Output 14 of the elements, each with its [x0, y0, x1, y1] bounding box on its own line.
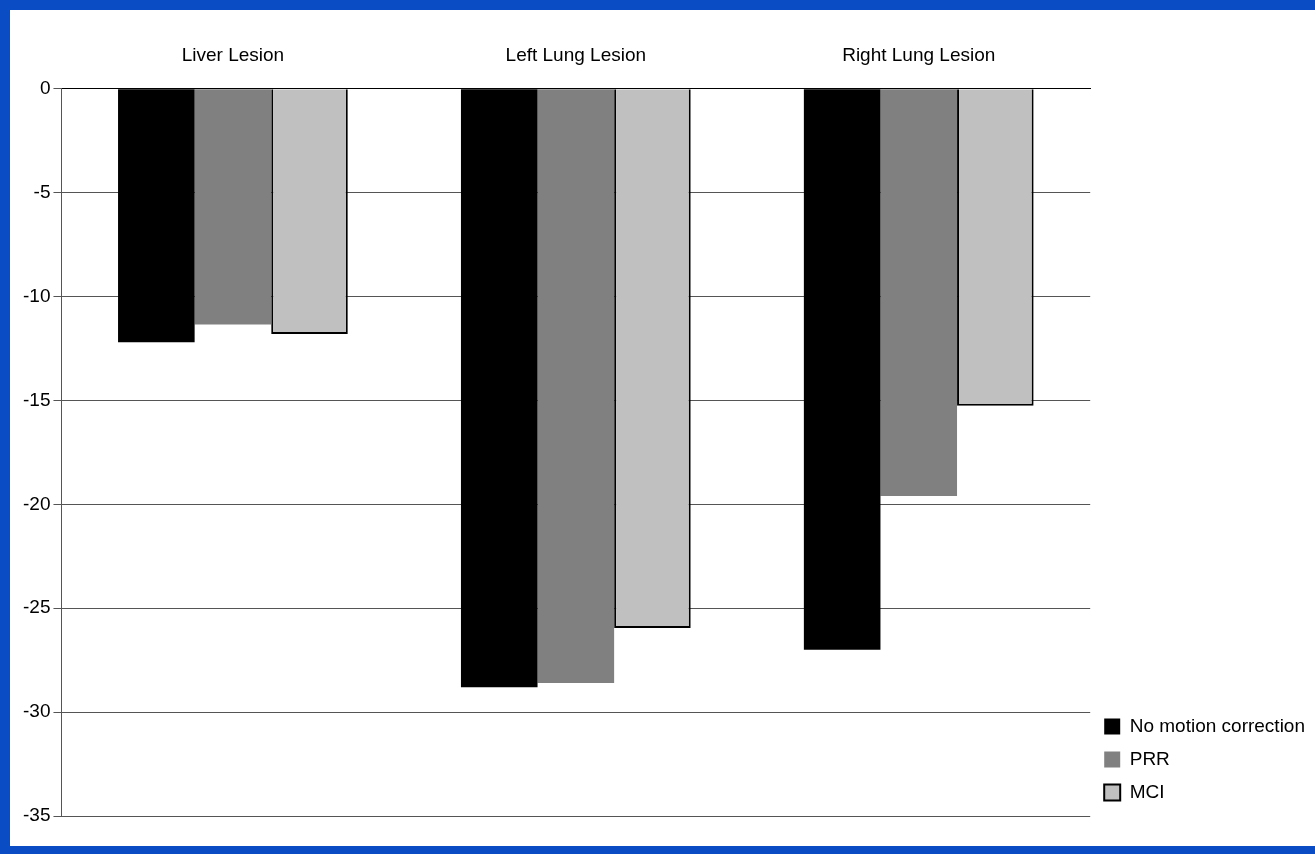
- legend-label: PRR: [1129, 747, 1170, 769]
- y-tick-label: -35: [22, 804, 51, 826]
- y-tick-label: -25: [22, 596, 51, 618]
- y-tick-label: -10: [22, 284, 51, 306]
- legend-label: No motion correction: [1129, 714, 1305, 736]
- y-tick-label: -15: [22, 388, 51, 410]
- y-tick-label: -5: [33, 180, 51, 202]
- x-tick-label: Liver Lesion: [181, 43, 285, 65]
- y-tick-label: 0: [39, 77, 51, 99]
- y-tick-label: -30: [22, 700, 51, 722]
- x-tick-label: Right Lung Lesion: [842, 43, 996, 65]
- y-tick-label: -20: [22, 492, 51, 514]
- legend-label: MCI: [1129, 780, 1165, 802]
- x-tick-label: Left Lung Lesion: [505, 43, 647, 65]
